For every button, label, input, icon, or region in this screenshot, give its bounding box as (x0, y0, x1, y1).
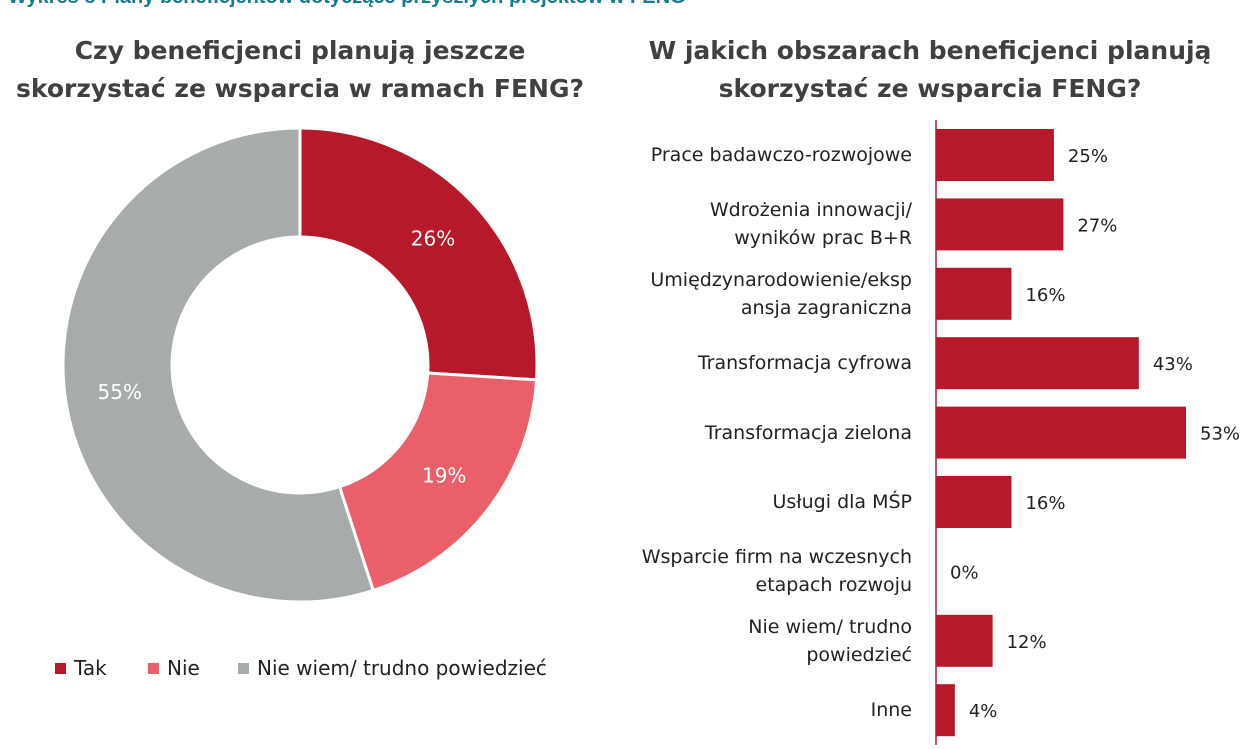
data-label: 19% (422, 463, 466, 487)
chart-title: Czy beneficjenci planują jeszcze skorzys… (16, 36, 584, 103)
legend-item: Tak (55, 656, 107, 680)
data-label: 16% (1025, 493, 1065, 514)
category-label: Usługi dla MŚP (772, 491, 912, 513)
legend-swatch (148, 662, 159, 674)
heading: Wykres 8 Plany beneficjentów dotyczące p… (8, 0, 686, 9)
legend-swatch (238, 662, 249, 674)
data-label: 12% (1007, 632, 1047, 653)
data-label: 43% (1153, 354, 1193, 375)
category-label: Umiędzynarodowienie/eksp ansja zagranicz… (650, 268, 912, 319)
data-label: 25% (1068, 146, 1108, 167)
category-label: Prace badawczo-rozwojowe (650, 144, 912, 166)
bar (936, 406, 1186, 459)
category-label: Transformacja cyfrowa (697, 352, 912, 375)
chart-title: W jakich obszarach beneficjenci planują … (648, 36, 1212, 103)
bar (936, 198, 1064, 251)
bar (936, 476, 1012, 528)
data-label: 55% (98, 380, 142, 404)
data-label: 4% (969, 701, 998, 722)
category-label: Nie wiem/ trudno powiedzieć (748, 615, 912, 666)
donut-slice (61, 126, 376, 604)
donut-slice (298, 126, 539, 382)
data-label: 16% (1025, 285, 1065, 306)
donut-slice (337, 371, 539, 593)
bar (936, 614, 993, 667)
data-label: 0% (950, 562, 979, 583)
data-label: 26% (411, 227, 455, 251)
category-label: Wdrożenia innowacji/ wyników prac B+R (709, 199, 912, 250)
category-label: Inne (870, 699, 912, 722)
legend-label: Nie wiem/ trudno powiedzieć (257, 656, 547, 680)
legend-item: Nie (148, 656, 200, 680)
category-label: Wsparcie firm na wczesnych etapach rozwo… (641, 546, 912, 597)
bar (936, 129, 1054, 181)
category-label: Transformacja zielona (704, 421, 912, 444)
data-label: 27% (1077, 215, 1117, 236)
legend-label: Tak (74, 656, 107, 680)
bar (936, 267, 1012, 320)
bar (936, 684, 955, 737)
data-label: 53% (1200, 424, 1240, 445)
legend-swatch (55, 662, 66, 674)
legend-label: Nie (167, 656, 200, 680)
legend-item: Nie wiem/ trudno powiedzieć (238, 656, 547, 680)
bar (936, 337, 1139, 390)
